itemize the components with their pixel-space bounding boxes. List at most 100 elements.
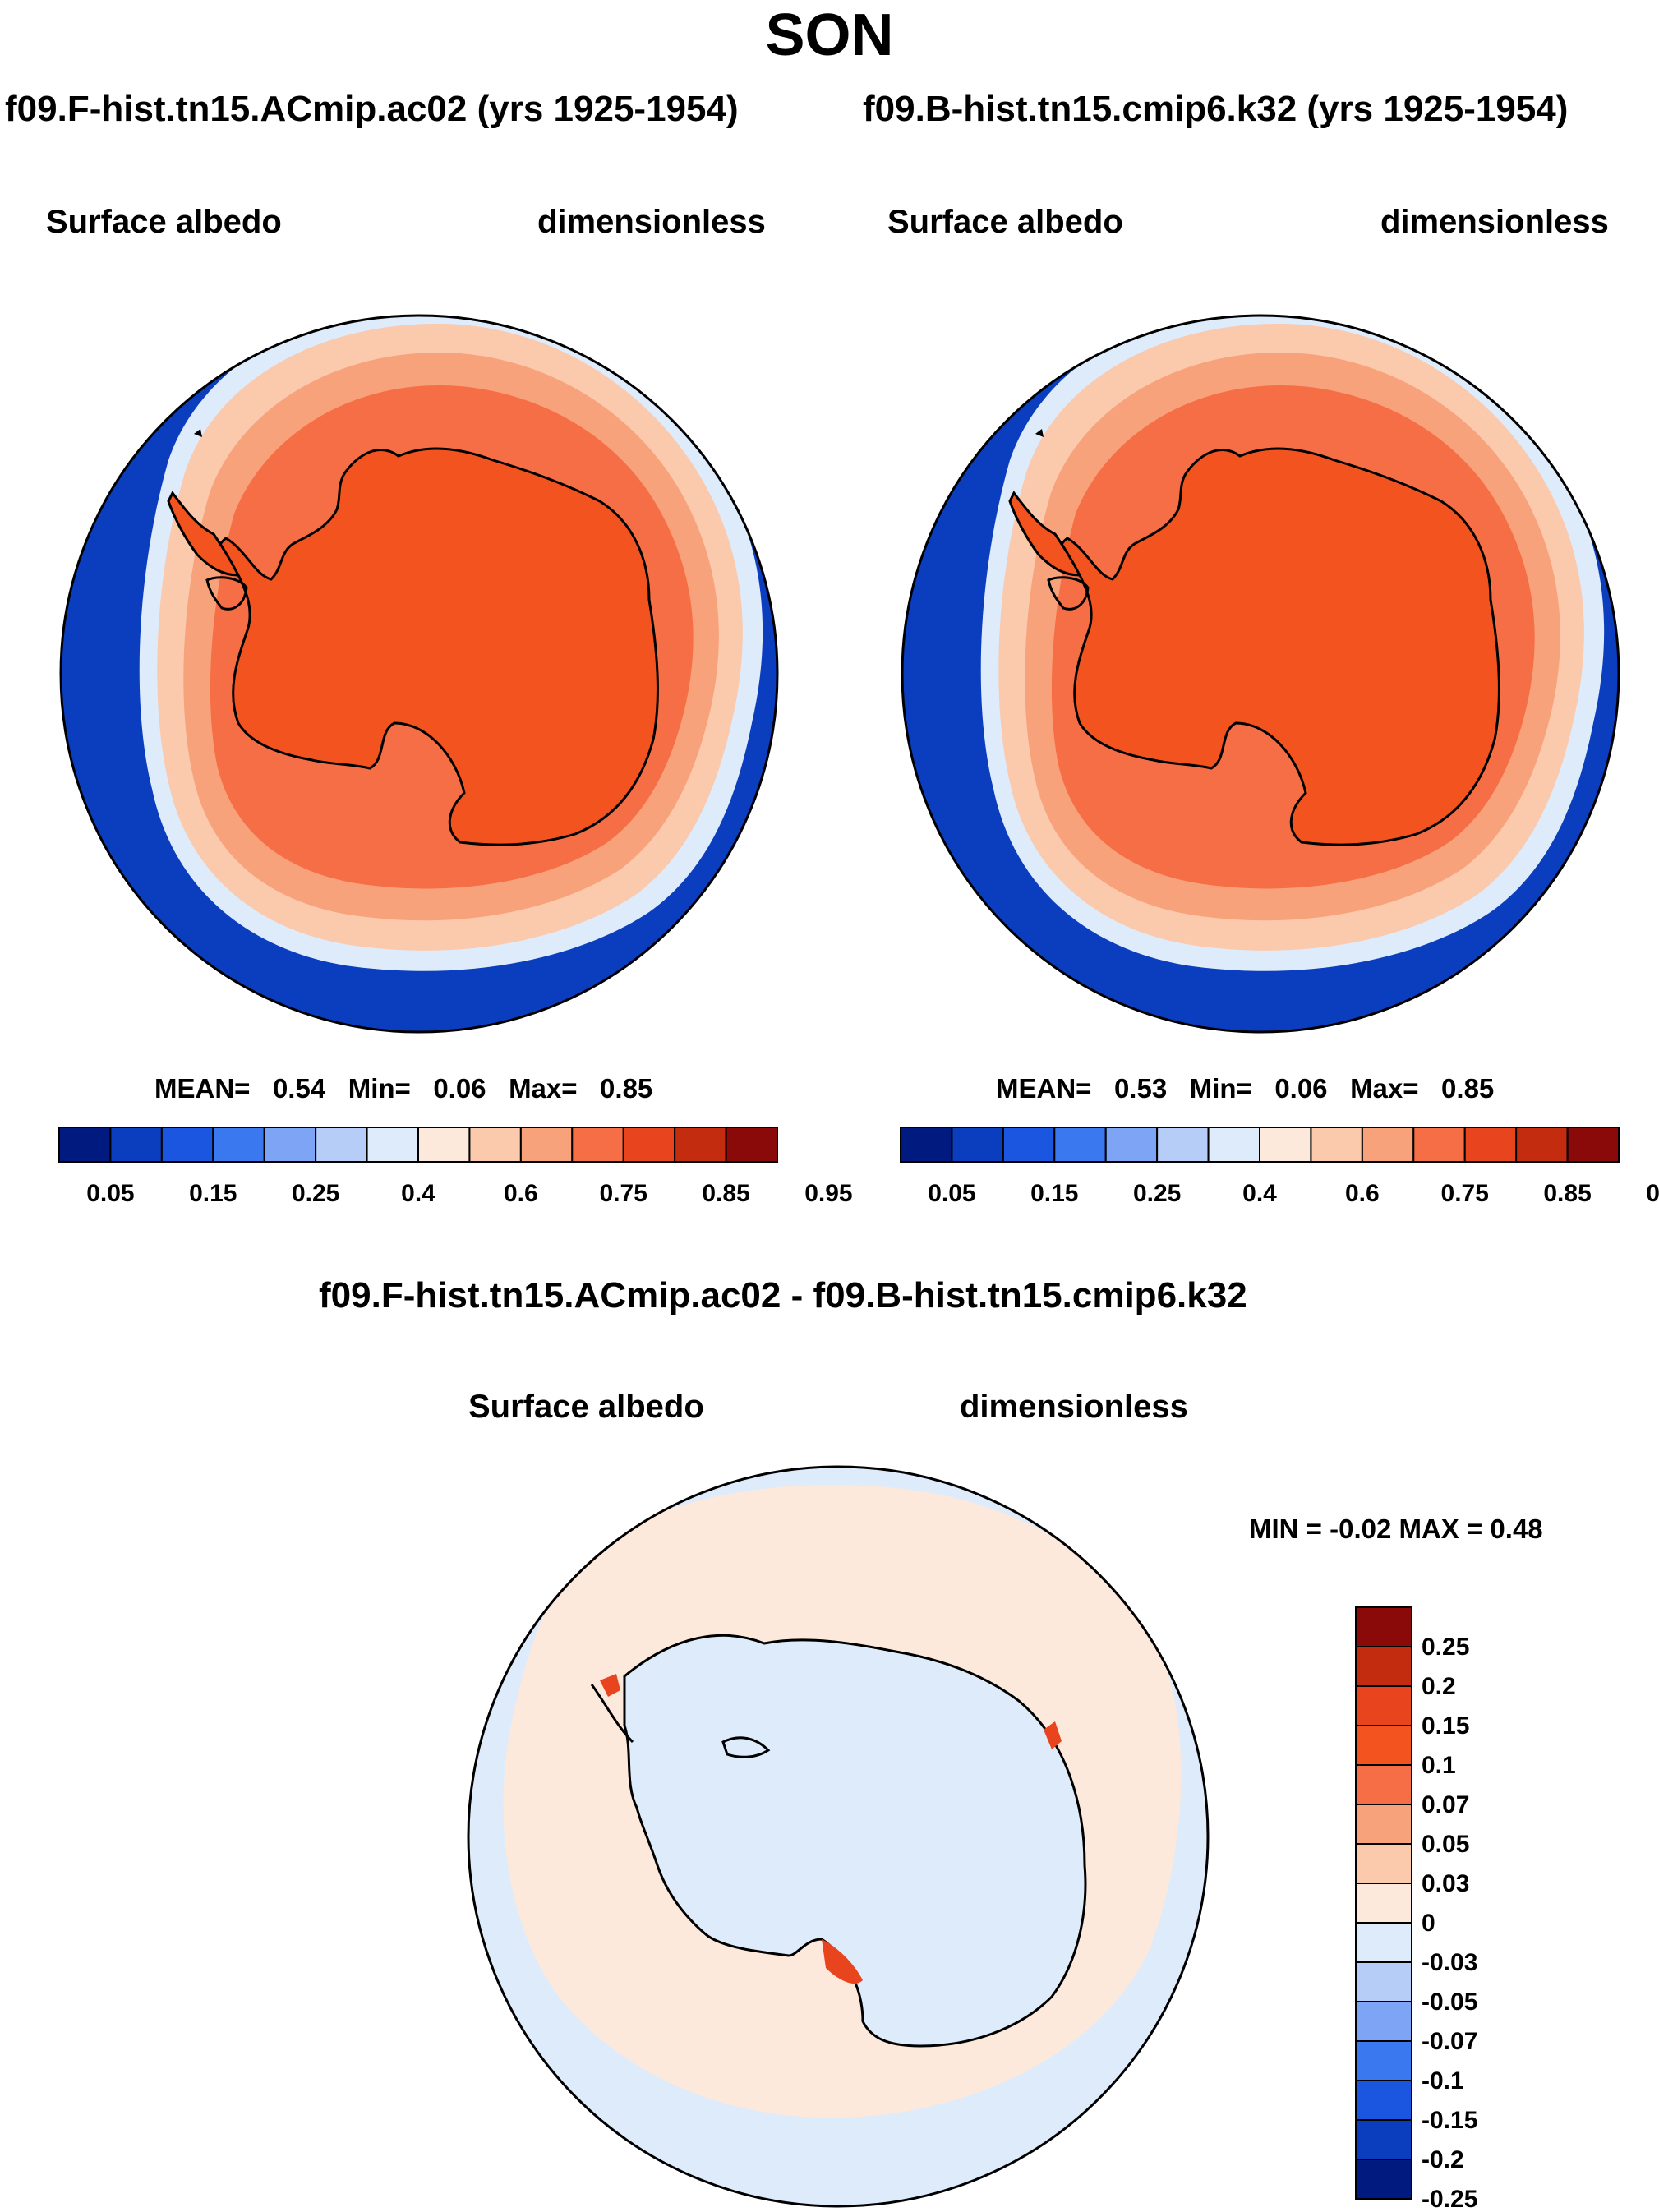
colorbar-tick-label: 0.4 (1242, 1180, 1277, 1207)
right-map-border (901, 314, 1620, 1034)
diff-peninsula-outline (590, 1684, 634, 1744)
east-coast-positive-anomaly (1044, 1721, 1062, 1749)
colorbar-swatch (1412, 1127, 1466, 1163)
colorbar-tick-label: -0.25 (1422, 2186, 1477, 2212)
colorbar-tick-label: 0.1 (1422, 1752, 1456, 1779)
mean-value: 0.53 (1113, 1073, 1168, 1104)
colorbar-swatch (1355, 2001, 1412, 2042)
min-label: Min= (1189, 1073, 1252, 1104)
colorbar-tick-label: 0.15 (1030, 1180, 1078, 1207)
antarctica-continent (1058, 447, 1500, 846)
antarctica-continent (217, 447, 659, 846)
colorbar-swatch (109, 1127, 163, 1163)
colorbar-swatch (1355, 2119, 1412, 2160)
right-stats: MEAN= 0.53 Min= 0.06 Max= 0.85 (996, 1073, 1494, 1104)
colorbar-swatch (160, 1127, 214, 1163)
colorbar-tick-label: 0.6 (1345, 1180, 1380, 1207)
colorbar-swatch (1355, 1922, 1412, 1963)
colorbar-tick-label: 0.15 (189, 1180, 237, 1207)
colorbar-tick-label: 0.75 (600, 1180, 647, 1207)
colorbar-swatch (212, 1127, 265, 1163)
right-colorbar: 0.05 0.15 0.25 0.4 0.6 0.75 0.85 0.95 (900, 1127, 1659, 1207)
colorbar-tick-label: 0.25 (1422, 1634, 1469, 1661)
colorbar-tick-label: -0.03 (1422, 1949, 1477, 1976)
colorbar-swatch (1355, 1606, 1412, 1647)
colorbar-swatch (1463, 1127, 1518, 1163)
antarctic-peninsula (1008, 491, 1082, 577)
colorbar-swatch (1355, 1804, 1412, 1845)
colorbar-swatch (1355, 2080, 1412, 2121)
mean-value: 0.54 (272, 1073, 326, 1104)
colorbar-swatch (468, 1127, 522, 1163)
colorbar-swatch (1002, 1127, 1056, 1163)
colorbar-swatch (1355, 1883, 1412, 1924)
colorbar-tick-label: 0.05 (928, 1180, 975, 1207)
diff-polar-map (468, 1467, 1208, 2206)
colorbar-swatch (1355, 2040, 1412, 2081)
colorbar-swatch (1355, 1725, 1412, 1766)
colorbar-swatch (622, 1127, 676, 1163)
colorbar-tick-label: 0.05 (86, 1180, 134, 1207)
south-america-tip (1035, 429, 1044, 437)
colorbar-swatch (951, 1127, 1004, 1163)
colorbar-tick-label: 0.85 (702, 1180, 749, 1207)
colorbar-tick-label: -0.1 (1422, 2067, 1464, 2094)
left-map-border (59, 314, 779, 1034)
colorbar-tick-label: 0.25 (1133, 1180, 1181, 1207)
diff-minmax: MIN = -0.02 MAX = 0.48 (1249, 1514, 1543, 1544)
colorbar-tick-label: -0.07 (1422, 2028, 1477, 2055)
colorbar-swatch (315, 1127, 368, 1163)
left-stats: MEAN= 0.54 Min= 0.06 Max= 0.85 (154, 1073, 652, 1104)
colorbar-tick-label: 0.25 (292, 1180, 339, 1207)
colorbar-tick-label: 0.95 (1646, 1180, 1659, 1207)
colorbar-swatch (1355, 1764, 1412, 1805)
colorbar-tick-label: 0.2 (1422, 1673, 1456, 1700)
min-label: Min= (348, 1073, 411, 1104)
colorbar-swatch (725, 1127, 778, 1163)
left-polar-map (61, 316, 777, 1032)
colorbar-swatch (366, 1127, 420, 1163)
colorbar-swatch (1104, 1127, 1159, 1163)
colorbar-tick-label: 0 (1422, 1910, 1435, 1937)
colorbar-swatch (571, 1127, 624, 1163)
colorbar-swatch (417, 1127, 471, 1163)
left-case-title: f09.F-hist.tn15.ACmip.ac02 (yrs 1925-195… (5, 89, 739, 129)
colorbar-tick-label: 0.75 (1441, 1180, 1489, 1207)
diff-units-label: dimensionless (960, 1389, 1188, 1425)
ronne-ice-shelf-outline (205, 576, 248, 611)
colorbar-swatch (900, 1127, 953, 1163)
max-value: 0.85 (1441, 1073, 1495, 1104)
left-units-label: dimensionless (537, 204, 766, 240)
colorbar-tick-label: 0.07 (1422, 1791, 1469, 1818)
colorbar-swatch (1566, 1127, 1620, 1163)
figure-title: SON (765, 2, 894, 68)
colorbar-tick-label: 0.85 (1543, 1180, 1591, 1207)
colorbar-tick-label: 0.03 (1422, 1870, 1469, 1897)
left-variable-label: Surface albedo (46, 204, 282, 240)
colorbar-tick-label: -0.15 (1422, 2107, 1477, 2134)
colorbar-swatch (519, 1127, 574, 1163)
peninsula-positive-anomaly (600, 1674, 620, 1697)
right-polar-map (902, 316, 1619, 1032)
colorbar-swatch (58, 1127, 112, 1163)
colorbar-tick-label: 0.05 (1422, 1831, 1469, 1858)
colorbar-swatch (1515, 1127, 1569, 1163)
colorbar-tick-label: -0.05 (1422, 1988, 1477, 2016)
colorbar-swatch (1310, 1127, 1363, 1163)
max-label: Max= (1350, 1073, 1419, 1104)
colorbar-swatch (1355, 1843, 1412, 1884)
right-variable-label: Surface albedo (887, 204, 1123, 240)
weddell-positive-anomaly (822, 1939, 863, 1984)
colorbar-swatch (1361, 1127, 1415, 1163)
colorbar-tick-label: 0.15 (1422, 1712, 1469, 1740)
colorbar-swatch (1156, 1127, 1210, 1163)
antarctic-peninsula (167, 491, 241, 577)
left-colorbar: 0.05 0.15 0.25 0.4 0.6 0.75 0.85 0.95 (58, 1127, 853, 1207)
min-value: 0.06 (1274, 1073, 1328, 1104)
diff-ice-shelf-outline (721, 1736, 771, 1758)
diff-colorbar: 0.25 0.2 0.15 0.1 0.07 0.05 0.03 0 -0.03 -0.05 -0.… (1355, 1606, 1477, 2212)
colorbar-tick-label: 0.6 (504, 1180, 538, 1207)
right-units-label: dimensionless (1380, 204, 1609, 240)
colorbar-swatch (674, 1127, 727, 1163)
